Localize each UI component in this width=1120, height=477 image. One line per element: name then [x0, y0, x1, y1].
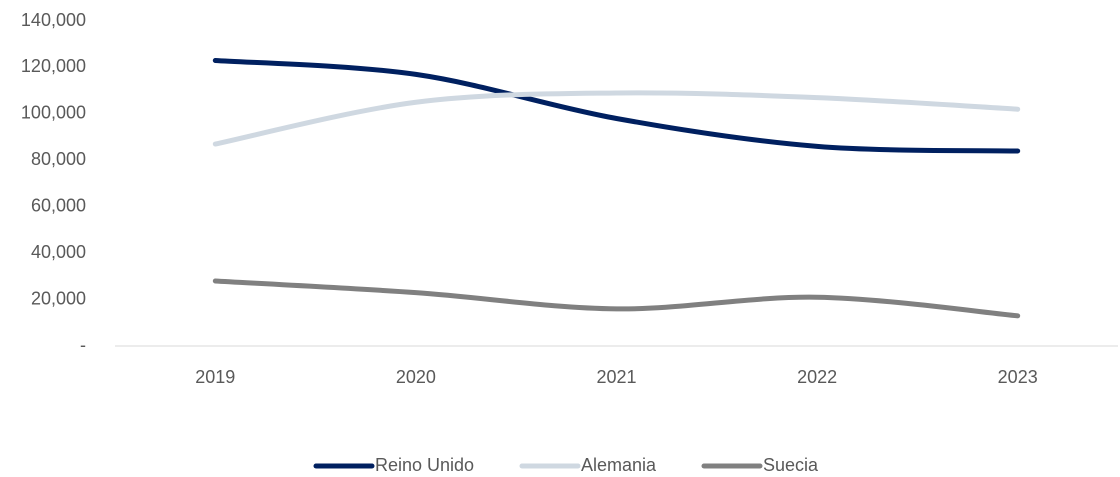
y-tick-label: 40,000: [31, 242, 86, 262]
y-tick-label: 60,000: [31, 195, 86, 215]
y-tick-label: 20,000: [31, 288, 86, 308]
line-series: [212, 278, 1021, 319]
y-tick-label: -: [80, 335, 86, 355]
x-tick-label: 2022: [797, 367, 837, 387]
y-tick-label: 120,000: [21, 56, 86, 76]
y-tick-label: 80,000: [31, 149, 86, 169]
line-series: [212, 90, 1021, 147]
y-tick-label: 140,000: [21, 10, 86, 30]
line-series: [212, 57, 1021, 154]
x-tick-label: 2019: [195, 367, 235, 387]
legend-label: Reino Unido: [375, 455, 474, 475]
legend-label: Suecia: [763, 455, 819, 475]
y-tick-label: 100,000: [21, 103, 86, 123]
legend-label: Alemania: [581, 455, 657, 475]
x-tick-label: 2020: [396, 367, 436, 387]
x-tick-label: 2023: [998, 367, 1038, 387]
x-tick-label: 2021: [596, 367, 636, 387]
